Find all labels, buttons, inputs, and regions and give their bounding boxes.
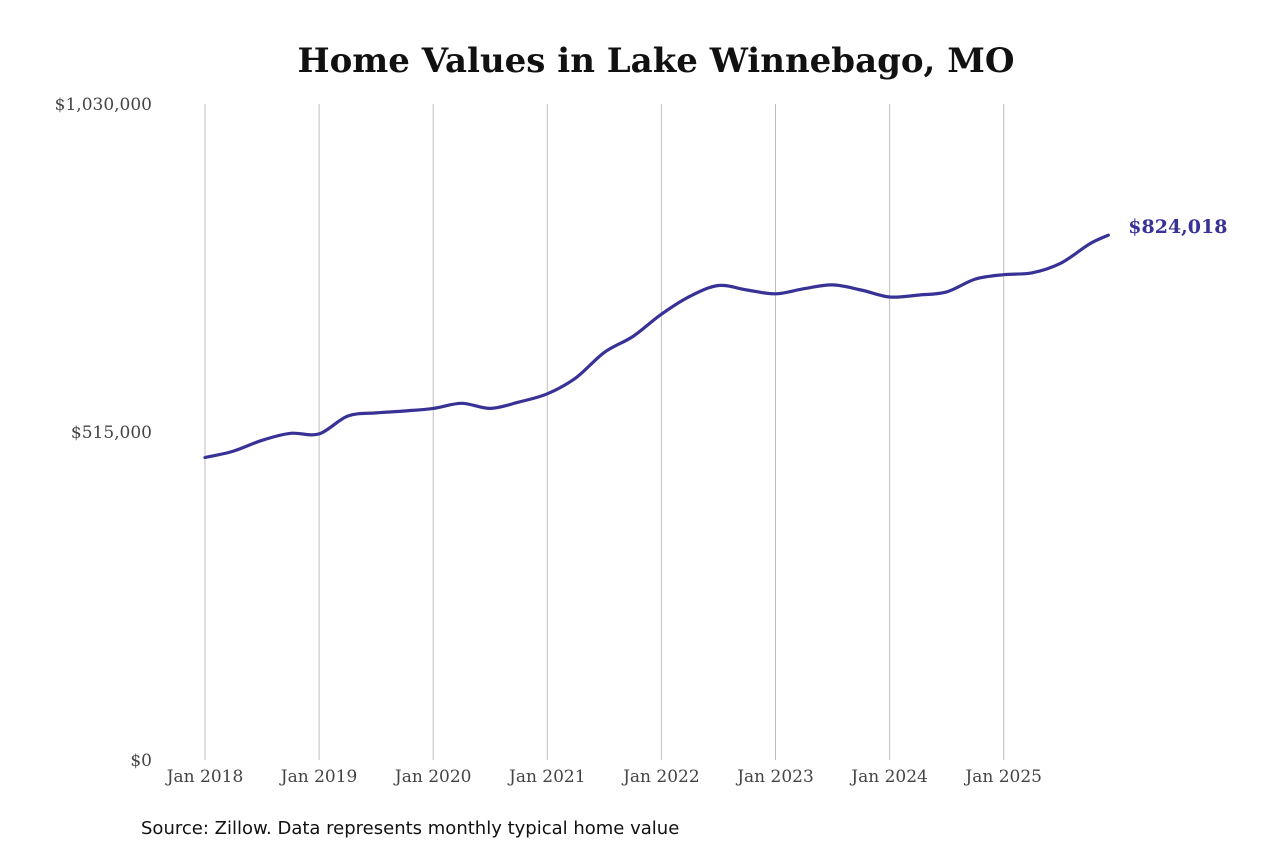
- x-tick-label: Jan 2023: [735, 767, 814, 787]
- x-axis-tick-labels: Jan 2018 Jan 2019 Jan 2020 Jan 2021 Jan 2022…: [165, 767, 1042, 787]
- y-axis-tick-labels: $0 $515,000 $1,030,000: [55, 95, 152, 771]
- y-tick-label: $0: [130, 751, 152, 771]
- y-tick-label: $1,030,000: [55, 95, 152, 115]
- series-layer: $824,018: [203, 216, 1227, 460]
- end-value-label: $824,018: [1128, 216, 1227, 238]
- chart-title: Home Values in Lake Winnebago, MO: [298, 41, 1015, 81]
- x-tick-label: Jan 2022: [621, 767, 700, 787]
- x-tick-label: Jan 2018: [165, 767, 244, 787]
- y-tick-label: $515,000: [71, 423, 152, 443]
- x-tick-label: Jan 2025: [963, 767, 1042, 787]
- x-tick-label: Jan 2019: [279, 767, 358, 787]
- x-tick-label: Jan 2020: [393, 767, 472, 787]
- x-tick-label: Jan 2021: [507, 767, 586, 787]
- home-value-series-line: [203, 233, 1110, 460]
- vertical-gridlines: [204, 104, 1005, 760]
- source-note: Source: Zillow. Data represents monthly …: [141, 818, 679, 839]
- x-tick-label: Jan 2024: [849, 767, 928, 787]
